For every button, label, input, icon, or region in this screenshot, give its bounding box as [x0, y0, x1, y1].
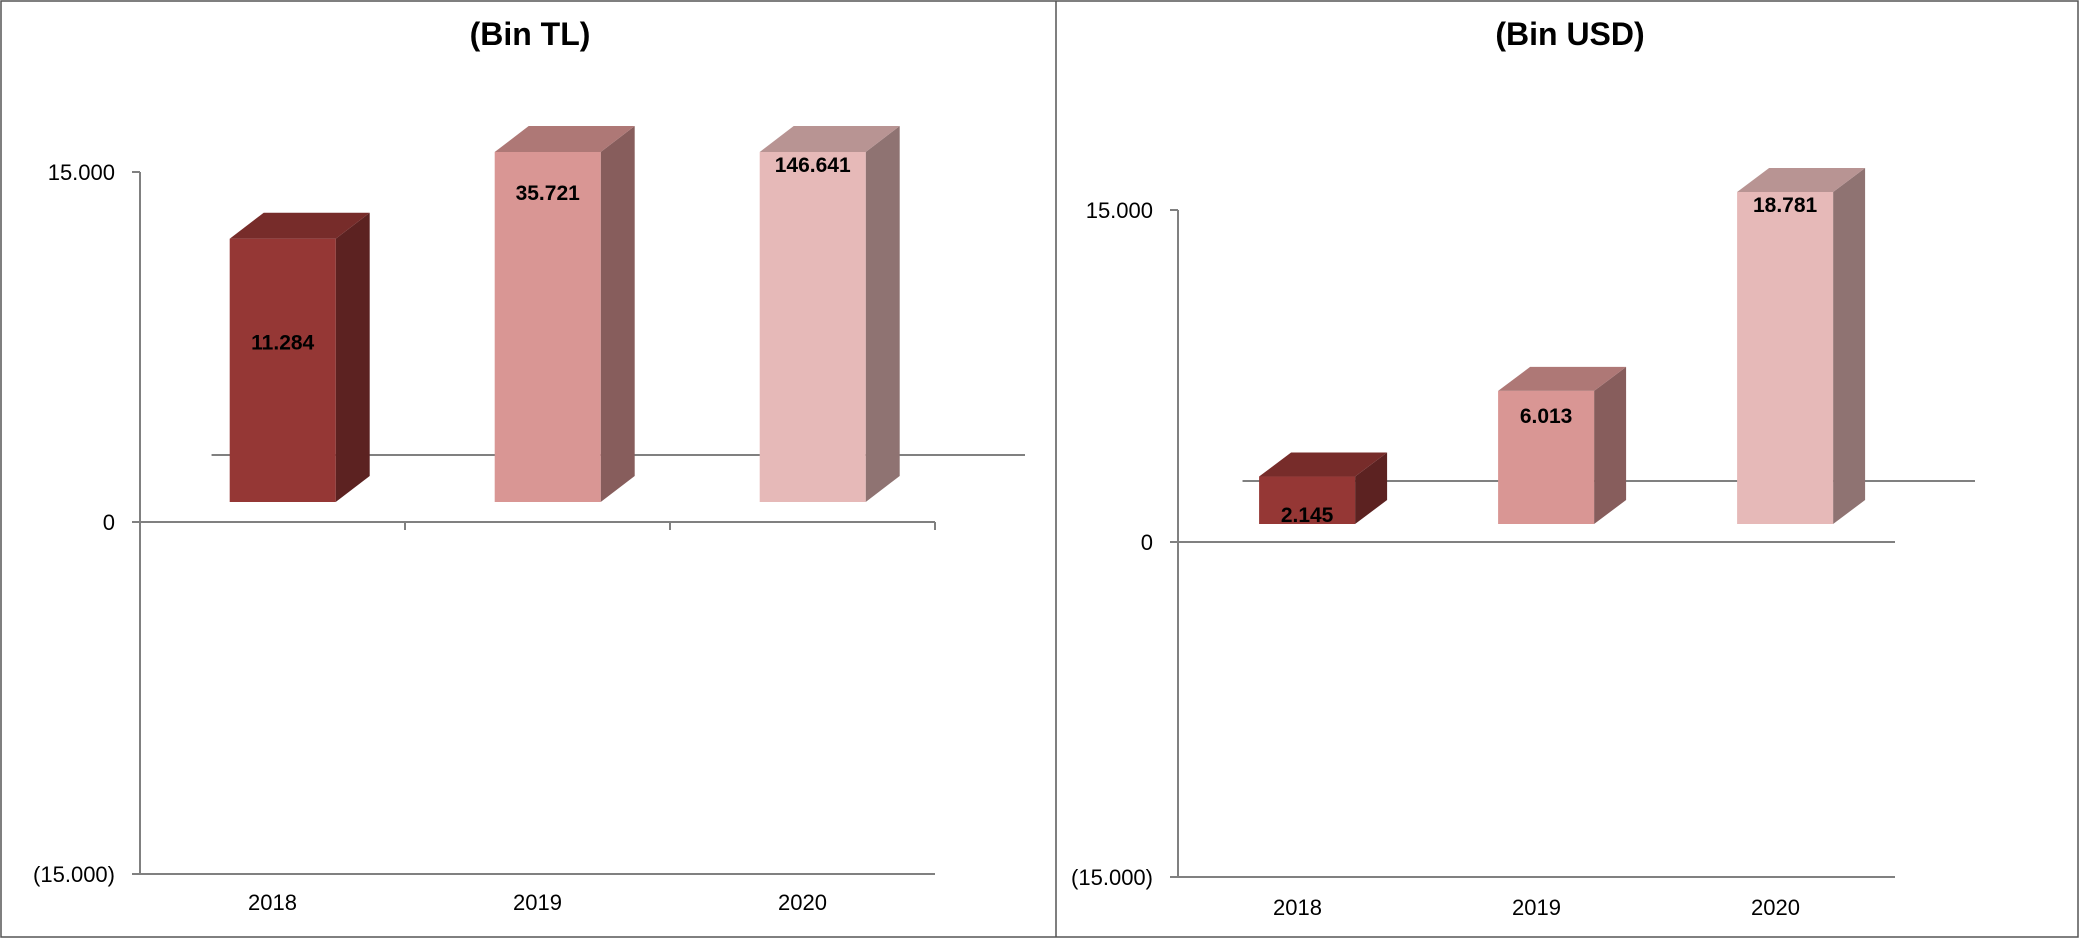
y-tick-label: 0	[103, 510, 115, 535]
y-tick-label: 15.000	[48, 160, 115, 185]
bar-side-2018	[335, 212, 370, 502]
bar-2020	[1737, 192, 1834, 524]
bar-2018	[1259, 476, 1356, 524]
y-tick-label: (15.000)	[1071, 865, 1153, 890]
bar-2018	[229, 238, 336, 502]
bar-2019	[1498, 390, 1595, 524]
x-tick-label: 2020	[778, 890, 827, 915]
bar-side-2019	[600, 126, 635, 502]
bar-2020	[759, 152, 866, 502]
chart-panel-bin-tl: (Bin TL) 15.000 0 (15.000) 11.284 2018 35.721 2…	[33, 16, 1025, 915]
bar-top-2019	[494, 126, 635, 152]
x-tick-label: 2019	[513, 890, 562, 915]
bar-top-2020	[1737, 168, 1866, 192]
bar-2019	[494, 152, 601, 502]
data-label-2020: 18.781	[1753, 194, 1818, 217]
x-tick-label: 2018	[1273, 895, 1322, 920]
x-tick-label: 2020	[1751, 895, 1800, 920]
bar-top-2019	[1498, 366, 1627, 391]
bar-side-2018	[1355, 452, 1388, 524]
data-label-2020: 146.641	[775, 154, 851, 177]
bar-top-2018	[229, 212, 370, 239]
bar-side-2019	[1594, 366, 1627, 524]
chart-title: (Bin USD)	[1495, 16, 1644, 52]
chart-title: (Bin TL)	[470, 16, 591, 52]
y-tick-label: (15.000)	[33, 862, 115, 887]
data-label-2019: 35.721	[516, 182, 581, 205]
data-label-2019: 6.013	[1520, 405, 1573, 428]
bar-side-2020	[865, 126, 900, 502]
y-tick-label: 0	[1141, 530, 1153, 555]
data-label-2018: 11.284	[251, 331, 314, 354]
data-label-2018: 2.145	[1281, 504, 1334, 527]
y-tick-label: 15.000	[1086, 198, 1153, 223]
bar-top-2018	[1259, 452, 1388, 477]
bar-top-2020	[759, 126, 900, 152]
bar-side-2020	[1833, 168, 1866, 524]
chart-panel-bin-usd: (Bin USD) 15.000 0 (15.000) 2.145 2018 6.013 20…	[1071, 16, 1975, 920]
x-tick-label: 2019	[1512, 895, 1561, 920]
x-tick-label: 2018	[248, 890, 297, 915]
